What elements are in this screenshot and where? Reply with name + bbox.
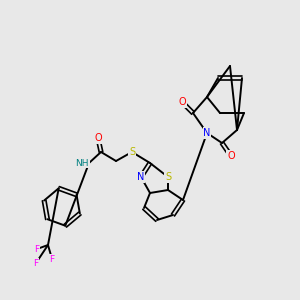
Text: F: F bbox=[33, 259, 39, 268]
Text: F: F bbox=[34, 244, 40, 253]
Text: O: O bbox=[178, 97, 186, 107]
Text: F: F bbox=[50, 254, 55, 263]
Text: O: O bbox=[94, 133, 102, 143]
Text: S: S bbox=[129, 147, 135, 157]
Text: N: N bbox=[203, 128, 211, 138]
Text: NH: NH bbox=[76, 158, 89, 167]
Text: S: S bbox=[165, 172, 171, 182]
Text: O: O bbox=[227, 151, 235, 161]
Text: N: N bbox=[137, 172, 145, 182]
